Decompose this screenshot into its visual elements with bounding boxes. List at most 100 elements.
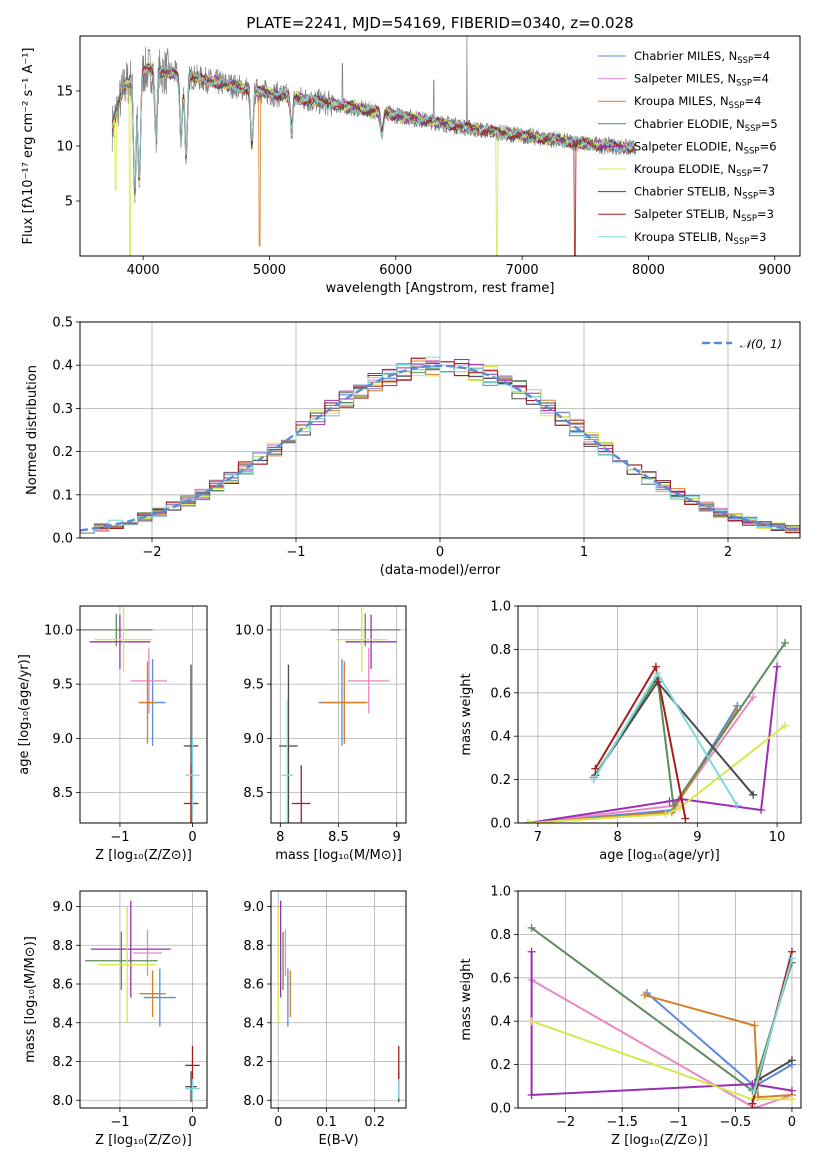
- spectrum-plot: [111, 36, 636, 256]
- errorbar-kroupa-elodie: [98, 906, 157, 1023]
- y-tick-label: 15: [56, 85, 73, 100]
- y-tick-label: 8.4: [243, 1016, 264, 1031]
- data-point-marker: [787, 1086, 796, 1095]
- model-spectrum-chabrier-miles: [111, 64, 636, 200]
- x-tick-label: −1: [286, 545, 305, 560]
- y-tick-label: 0.3: [52, 402, 73, 417]
- data-point-marker: [669, 801, 678, 810]
- series-line: [531, 927, 793, 1093]
- series-line: [528, 724, 786, 823]
- model-spectrum-kroupa-elodie: [111, 61, 636, 256]
- model-spectrum-salpeter-elodie: [111, 64, 636, 197]
- data-point-marker: [524, 819, 533, 823]
- errorbar-salpeter-miles: [132, 929, 163, 977]
- age-vs-Z-plot: [80, 607, 200, 823]
- legend-entry: Salpeter MILES, NSSP=4: [634, 72, 769, 89]
- x-tick-label: −2: [556, 1115, 575, 1130]
- y-tick-label: 0.2: [490, 773, 511, 788]
- x-tick-label: −1: [110, 1115, 129, 1130]
- y-tick-label: 8.6: [52, 978, 73, 993]
- y-tick-label: 9.5: [52, 678, 73, 693]
- x-axis-label: (data-model)/error: [380, 563, 501, 578]
- y-tick-label: 1.0: [490, 885, 511, 900]
- mass-vs-ebv-axes: 0 0.1 0.2 8.0 8.2 8.4 8.6 8.8 9.0 E(B-V): [243, 890, 407, 1148]
- errorbar-chabrier-stelib: [279, 664, 298, 823]
- y-tick-label: 8.5: [52, 786, 73, 801]
- model-spectrum-salpeter-miles: [111, 64, 636, 193]
- axes-frame: [79, 890, 208, 1109]
- x-tick-label: 4000: [127, 263, 160, 278]
- y-axis-label: Normed distribution: [25, 365, 40, 495]
- data-point-marker: [681, 814, 690, 823]
- data-point-marker: [640, 991, 649, 1000]
- x-tick-label: −1: [110, 830, 129, 845]
- mass-vs-Z-axes: −1 0 8.0 8.2 8.4 8.6 8.8 9.0 Z [log₁₀(Z/Z⊙)] mass…: [23, 890, 208, 1148]
- y-tick-label: 0.2: [490, 1058, 511, 1073]
- age-vs-mass-axes: 8 8.5 9 8.5 9.0 9.5 10.0 mass [log₁₀(M/M⊙)]: [235, 605, 407, 863]
- y-tick-label: 0.0: [490, 817, 511, 832]
- errorbar-salpeter-elodie: [89, 614, 151, 669]
- x-axis-label: Z [log₁₀(Z/Z⊙)]: [95, 848, 192, 863]
- y-tick-label: 5: [65, 195, 73, 210]
- x-axis-label: Z [log₁₀(Z/Z⊙)]: [95, 1133, 192, 1148]
- massweight-vs-age-axes: 7 8 9 10 0.0 0.2 0.4 0.6 0.8 1.0 age [log₁₀(age/yr…: [459, 600, 802, 863]
- model-spectrum-kroupa-stelib: [111, 65, 636, 190]
- x-tick-label: 0: [274, 1115, 282, 1130]
- y-tick-label: 9.0: [243, 732, 264, 747]
- errorbar-kroupa-stelib: [185, 1078, 200, 1099]
- series-line: [644, 994, 792, 1099]
- data-point-marker: [527, 947, 536, 956]
- errorbar-salpeter-stelib: [185, 1046, 200, 1085]
- errorbar-salpeter-stelib: [291, 765, 311, 823]
- y-tick-label: 0.6: [490, 971, 511, 986]
- x-tick-label: 5000: [253, 263, 286, 278]
- legend-entry: Kroupa MILES, NSSP=4: [634, 94, 761, 111]
- y-tick-label: 0.5: [52, 316, 73, 331]
- y-tick-label: 8.4: [52, 1016, 73, 1031]
- y-tick-label: 9.0: [52, 732, 73, 747]
- y-tick-label: 0.6: [490, 686, 511, 701]
- data-point-marker: [733, 801, 742, 810]
- y-tick-label: 8.0: [243, 1094, 264, 1109]
- x-axis-label: mass [log₁₀(M/M⊙)]: [275, 848, 402, 863]
- y-tick-label: 10.0: [44, 623, 73, 638]
- data-point-marker: [665, 797, 674, 806]
- x-tick-label: 0: [788, 1115, 796, 1130]
- age-vs-Z-axes: −1 0 8.5 9.0 9.5 10.0 Z [log₁₀(Z/Z⊙)] age [log₁…: [17, 605, 208, 863]
- legend-entry: Kroupa ELODIE, NSSP=7: [634, 162, 769, 179]
- series-chabrier-miles: [643, 988, 796, 1091]
- y-tick-label: 8.2: [243, 1055, 264, 1070]
- series-chabrier-stelib: [591, 677, 758, 799]
- x-tick-label: 0.1: [316, 1115, 337, 1130]
- y-tick-label: 9.0: [52, 900, 73, 915]
- data-point-marker: [781, 721, 790, 730]
- mass-vs-Z-plot: [85, 900, 200, 1103]
- x-tick-label: 7: [534, 830, 542, 845]
- y-tick-label: 8.8: [243, 939, 264, 954]
- x-tick-label: 9: [393, 830, 401, 845]
- errorbar-kroupa-stelib: [281, 699, 294, 823]
- data-point-marker: [787, 954, 796, 963]
- legend-entry: Chabrier ELODIE, NSSP=5: [634, 117, 778, 134]
- legend-entry: 𝒩(0, 1): [740, 337, 782, 351]
- x-tick-label: 9: [693, 830, 701, 845]
- x-tick-label: 1: [580, 545, 588, 560]
- errorbar-chabrier-stelib: [185, 1071, 197, 1103]
- errorbar-salpeter-stelib: [183, 765, 199, 823]
- errorbar-salpeter-miles: [130, 648, 168, 714]
- data-point-marker: [748, 1080, 757, 1089]
- data-point-marker: [653, 669, 662, 678]
- x-tick-label: 2: [724, 545, 732, 560]
- x-tick-label: 0.2: [364, 1115, 385, 1130]
- y-tick-label: 0.4: [52, 359, 73, 374]
- y-axis-label: mass weight: [459, 673, 474, 755]
- massweight-vs-age-plot: [524, 638, 790, 823]
- data-point-marker: [787, 1056, 796, 1065]
- y-tick-label: 8.0: [52, 1094, 73, 1109]
- data-point-marker: [750, 1086, 759, 1095]
- errorbar-kroupa-elodie: [94, 607, 153, 673]
- model-spectrum-chabrier-stelib: [111, 62, 636, 196]
- y-tick-label: 0.2: [52, 445, 73, 460]
- errorbar-salpeter-elodie: [90, 900, 171, 998]
- y-tick-label: 1.0: [490, 600, 511, 615]
